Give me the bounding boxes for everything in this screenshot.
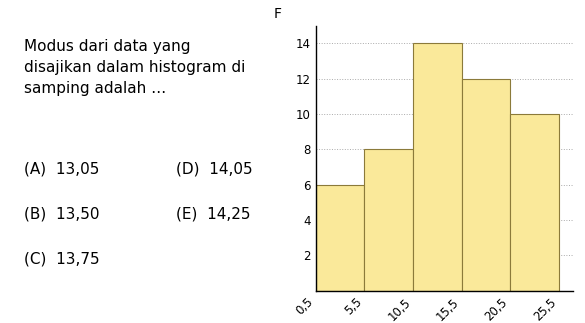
Text: (B)  13,50: (B) 13,50	[25, 207, 100, 222]
Y-axis label: F: F	[273, 6, 281, 21]
Text: (C)  13,75: (C) 13,75	[25, 252, 100, 267]
Text: Modus dari data yang
disajikan dalam histogram di
samping adalah …: Modus dari data yang disajikan dalam his…	[25, 39, 246, 96]
Text: (D)  14,05: (D) 14,05	[177, 162, 253, 176]
Bar	[364, 150, 413, 291]
Bar	[316, 185, 364, 291]
Text: (E)  14,25: (E) 14,25	[177, 207, 251, 222]
Bar	[413, 44, 462, 291]
Bar	[510, 114, 559, 291]
Text: (A)  13,05: (A) 13,05	[25, 162, 99, 176]
Bar	[462, 79, 510, 291]
